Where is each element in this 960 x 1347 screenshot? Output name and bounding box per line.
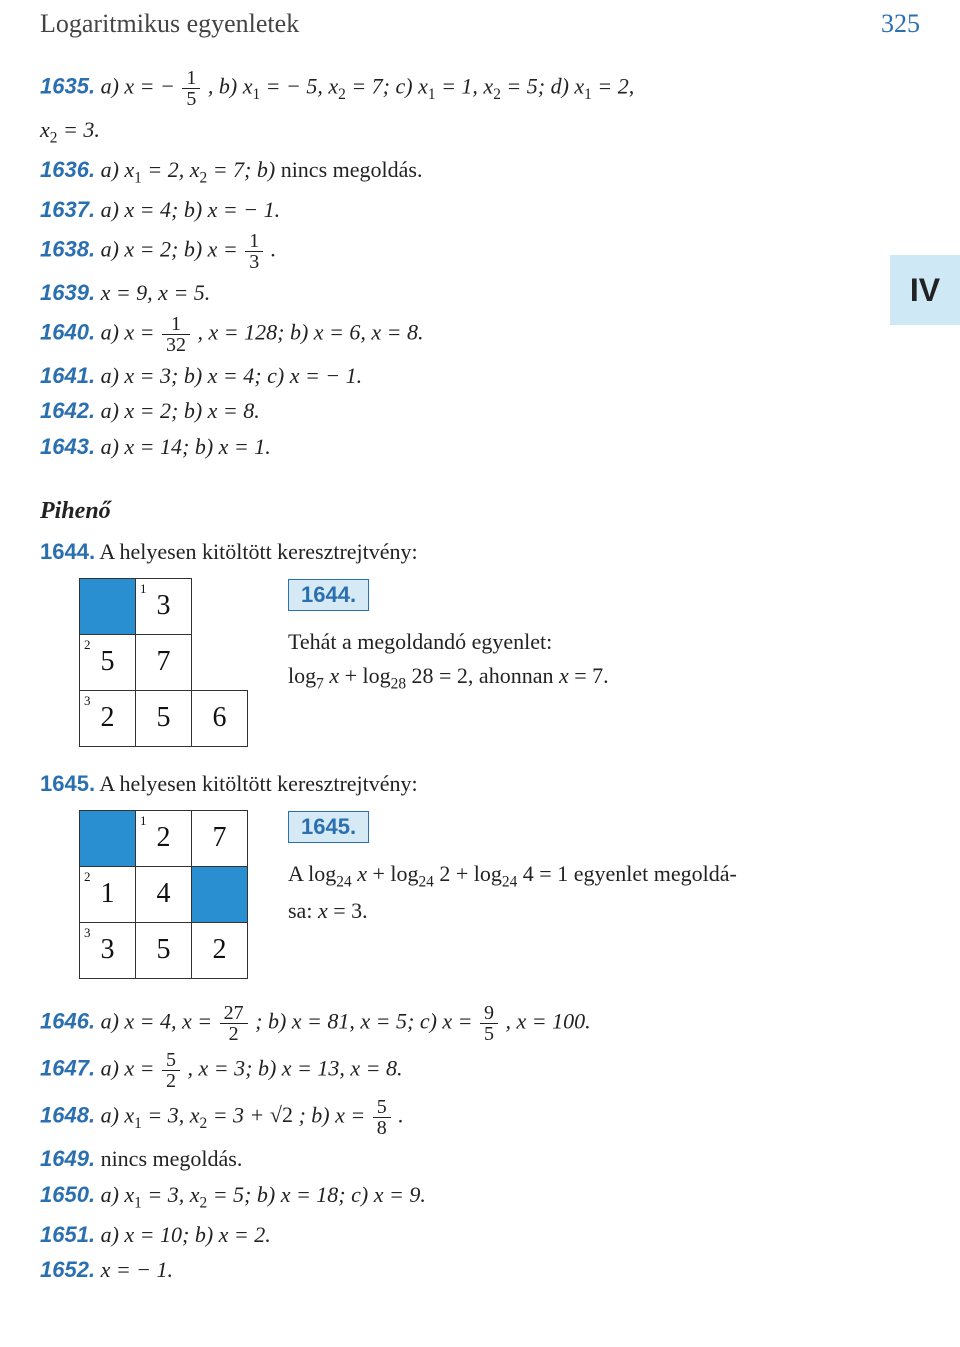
problem-number: 1636. [40,157,95,182]
crossword-grid-1644: 132573256 [80,579,248,747]
problem-number: 1638. [40,237,95,262]
problem-number: 1651. [40,1222,95,1247]
crossword-expl-1645: 1645. A log24 x + log24 2 + log24 4 = 1 … [288,811,737,928]
crossword-cell [79,578,136,635]
crossword-cell [79,810,136,867]
crossword-cell: 5 [135,922,192,979]
crossword-cell: 6 [191,690,248,747]
problem-number: 1642. [40,398,95,423]
crossword-expl-1644: 1644. Tehát a megoldandó egyenlet:log7 x… [288,579,609,696]
page: Logaritmikus egyenletek 325 IV 1635. a) … [0,0,960,1331]
crossword-cell: 21 [79,866,136,923]
problem-number: 1641. [40,363,95,388]
problem-number: 1650. [40,1182,95,1207]
crossword-cell: 13 [135,578,192,635]
solution-line: 1636. a) x1 = 2, x2 = 7; b) nincs megold… [40,155,830,189]
solution-line: 1637. a) x = 4; b) x = − 1. [40,195,830,225]
page-header: Logaritmikus egyenletek 325 [0,0,960,48]
solution-line: 1639. x = 9, x = 5. [40,278,830,308]
solution-line: 1638. a) x = 2; b) x = 13 . [40,231,830,272]
crossword-badge: 1644. [288,579,369,611]
problem-number: 1647. [40,1055,95,1080]
solution-line: 1646. a) x = 4, x = 272 ; b) x = 81, x =… [40,1003,830,1044]
explanation-line: A log24 x + log24 2 + log24 4 = 1 egyenl… [288,857,737,894]
crossword-cell: 2 [191,922,248,979]
crossword-cell: 5 [135,690,192,747]
explanation-line: Tehát a megoldandó egyenlet: [288,625,609,659]
solution-line: 1650. a) x1 = 3, x2 = 5; b) x = 18; c) x… [40,1180,830,1214]
content: 1635. a) x = − 15 , b) x1 = − 5, x2 = 7;… [40,68,920,1285]
chapter-marker: IV [890,255,960,325]
problem-number: 1646. [40,1008,95,1033]
crossword-cell: 7 [191,810,248,867]
section-heading: Pihenő [40,498,830,525]
explanation-line: log7 x + log28 28 = 2, ahonnan x = 7. [288,659,609,696]
solution-line: 1640. a) x = 132 , x = 128; b) x = 6, x … [40,314,830,355]
problem-number: 1648. [40,1102,95,1127]
solution-line: 1649. nincs megoldás. [40,1144,830,1174]
solution-line: 1652. x = − 1. [40,1255,830,1285]
crossword-row-1645: 127 2143352 1645. A log24 x + log24 2 + l… [40,811,830,979]
crossword-cell: 7 [135,634,192,691]
problem-number: 1640. [40,319,95,344]
problem-number: 1635. [40,74,95,99]
solution-line: 1642. a) x = 2; b) x = 8. [40,396,830,426]
crossword-row-1644: 132573256 1644. Tehát a megoldandó egyen… [40,579,830,747]
solution-line: 1647. a) x = 52 , x = 3; b) x = 13, x = … [40,1050,830,1091]
crossword-cell: 4 [135,866,192,923]
page-number: 325 [881,9,920,39]
problem-number: 1639. [40,280,95,305]
explanation-line: sa: x = 3. [288,894,737,928]
crossword-grid-1645: 127 2143352 [80,811,248,979]
problems-top: 1635. a) x = − 15 , b) x1 = − 5, x2 = 7;… [40,68,830,462]
solution-line: 1635. a) x = − 15 , b) x1 = − 5, x2 = 7;… [40,68,830,109]
problem-number: 1645. [40,771,95,796]
problem-number: 1644. [40,539,95,564]
cross-intro-1644: 1644. A helyesen kitöltött keresztrejtvé… [40,539,830,565]
crossword-cell: 12 [135,810,192,867]
crossword-cell [191,866,248,923]
crossword-cell: 32 [79,690,136,747]
problem-number: 1637. [40,197,95,222]
crossword-cell: 25 [79,634,136,691]
solution-line: 1651. a) x = 10; b) x = 2. [40,1220,830,1250]
intro-text: A helyesen kitöltött keresztrejtvény: [99,539,417,564]
crossword-cell: 33 [79,922,136,979]
problems-bottom: 1646. a) x = 4, x = 272 ; b) x = 81, x =… [40,1003,830,1285]
intro-text: A helyesen kitöltött keresztrejtvény: [99,771,417,796]
problem-number: 1649. [40,1146,95,1171]
chapter-title: Logaritmikus egyenletek [40,9,299,39]
solution-line: 1648. a) x1 = 3, x2 = 3 + √2 ; b) x = 58… [40,1097,830,1138]
solution-line: 1643. a) x = 14; b) x = 1. [40,432,830,462]
solution-line-cont: x2 = 3. [40,115,830,149]
problem-number: 1643. [40,434,95,459]
solution-line: 1641. a) x = 3; b) x = 4; c) x = − 1. [40,361,830,391]
problem-number: 1652. [40,1257,95,1282]
crossword-badge: 1645. [288,811,369,843]
cross-intro-1645: 1645. A helyesen kitöltött keresztrejtvé… [40,771,830,797]
